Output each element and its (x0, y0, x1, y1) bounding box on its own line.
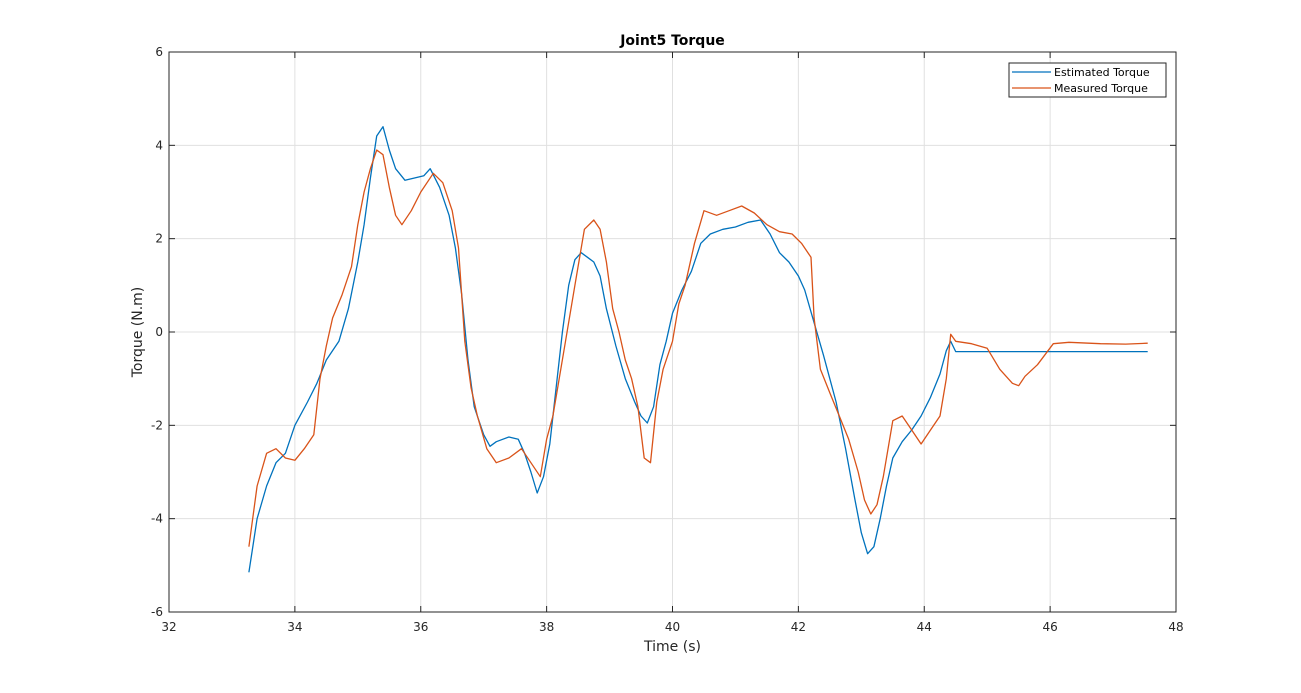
y-axis-label: Torque (N.m) (130, 287, 146, 379)
chart-title: Joint5 Torque (619, 33, 725, 49)
y-tick-label: -2 (151, 418, 163, 432)
series-layer (248, 126, 1148, 573)
legend-label-estimated: Estimated Torque (1054, 66, 1150, 79)
series-line-measured-torque (248, 149, 1148, 547)
x-tick-label: 48 (1168, 620, 1183, 634)
x-tick-label: 34 (287, 620, 302, 634)
y-tick-label: 6 (155, 45, 163, 59)
series-line-estimated-torque (248, 126, 1148, 573)
y-tick-label: -4 (151, 512, 163, 526)
y-tick-label: -6 (151, 605, 163, 619)
legend-label-measured: Measured Torque (1054, 82, 1148, 95)
legend: Estimated Torque Measured Torque (1008, 62, 1167, 98)
y-tick-label: 4 (155, 138, 163, 152)
y-tick-label: 2 (155, 232, 163, 246)
x-tick-label: 46 (1042, 620, 1057, 634)
grid (168, 51, 1177, 613)
x-tick-label: 42 (791, 620, 806, 634)
x-tick-label: 38 (539, 620, 554, 634)
x-tick-label: 32 (161, 620, 176, 634)
x-tick-label: 40 (665, 620, 680, 634)
x-tick-label: 44 (917, 620, 932, 634)
y-tick-label: 0 (155, 325, 163, 339)
x-axis-label: Time (s) (643, 639, 701, 655)
legend-box (1008, 62, 1167, 98)
x-tick-label: 36 (413, 620, 428, 634)
